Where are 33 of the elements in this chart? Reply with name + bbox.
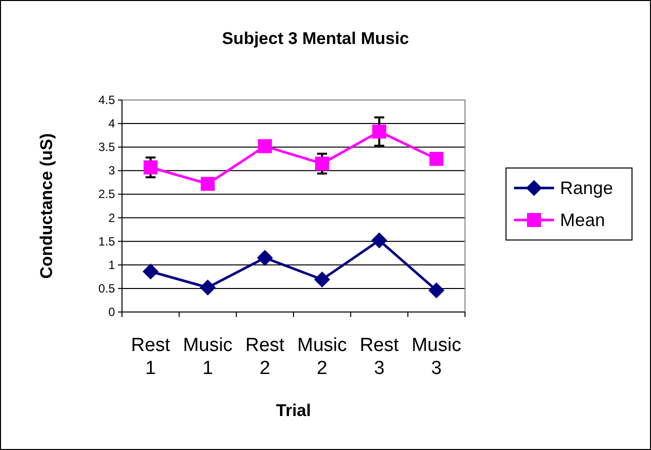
point <box>372 124 386 139</box>
point <box>315 156 330 171</box>
point <box>314 271 330 288</box>
y-tick-label: 0.5 <box>98 281 116 296</box>
x-tick-label: Music 1 <box>182 335 233 379</box>
y-tick-label: 3.5 <box>98 140 116 154</box>
y-tick-label: 0 <box>108 305 116 319</box>
point <box>200 280 216 296</box>
x-tick-label: Rest 2 <box>245 335 286 379</box>
y-axis-title: Conductance (uS) <box>37 133 56 279</box>
y-tick-label: 4 <box>108 116 116 131</box>
y-tick-label: 3 <box>108 164 116 178</box>
y-tick-label: 1 <box>108 258 116 272</box>
point <box>429 152 444 166</box>
point <box>142 263 159 280</box>
point <box>200 176 215 191</box>
y-tick-label: 2.5 <box>98 187 116 202</box>
x-tick-label: Rest 3 <box>360 335 400 379</box>
x-tick-label: Music 3 <box>412 335 462 379</box>
y-tick-label: 2 <box>108 210 116 225</box>
x-tick-label: Rest 1 <box>131 335 171 379</box>
point <box>371 232 388 248</box>
point <box>258 139 272 154</box>
x-axis-title: Trial <box>276 401 311 420</box>
point <box>256 250 273 266</box>
legend-label: Range <box>560 178 614 198</box>
legend-label: Mean <box>560 210 606 230</box>
x-tick-label: Music 2 <box>297 335 347 379</box>
point <box>428 282 444 298</box>
y-tick-label: 4.5 <box>98 93 116 107</box>
y-tick-label: 1.5 <box>98 234 116 248</box>
point <box>144 160 158 174</box>
chart-title: Subject 3 Mental Music <box>222 29 410 48</box>
